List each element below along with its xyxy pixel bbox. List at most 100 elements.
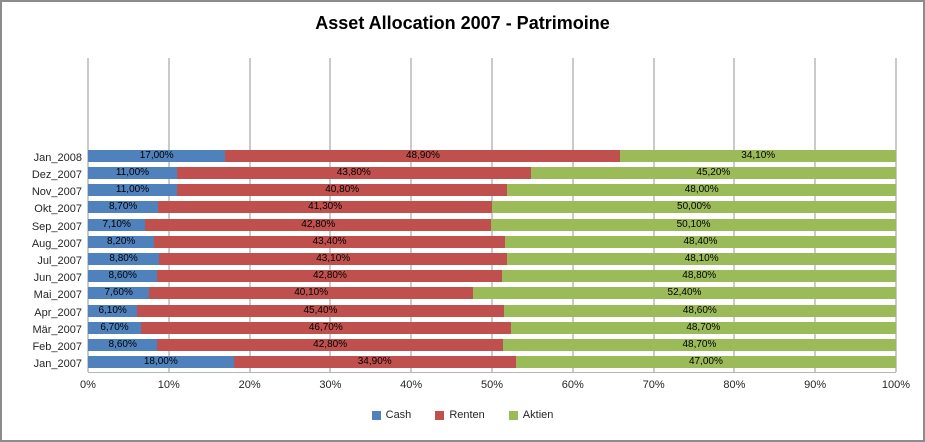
data-label: 11,00% [115,166,150,178]
gridline [814,58,816,372]
bar-segment-cash: 8,80% [88,253,160,266]
legend-label: Cash [385,409,412,421]
bar-segment-cash: 8,60% [88,270,158,283]
data-label: 43,40% [312,235,347,247]
bar-row: 8,20% 43,40% 48,40% [88,233,896,250]
bar-row: 7,10% 42,80% 50,10% [88,216,896,233]
legend-label: Aktien [522,409,554,421]
stacked-bar: 8,60% 42,80% 48,70% [88,339,896,352]
data-label: 34,90% [357,356,392,368]
stacked-bar: 18,00% 34,90% 47,00% [88,356,896,369]
bar-segment-cash: 11,00% [88,184,178,197]
data-label: 41,30% [308,201,343,213]
bar-row: 18,00% 34,90% 47,00% [88,354,896,371]
category-label: Feb_2007 [32,341,82,354]
legend-swatch-cash-icon [371,410,381,420]
legend-item-renten: Renten [435,409,485,421]
bar-segment-aktien: 48,10% [507,253,896,266]
bar-segment-renten: 43,40% [154,235,505,248]
bar-segment-cash: 6,70% [88,321,142,334]
bar-row: 11,00% 40,80% 48,00% [88,181,896,198]
bar-segment-renten: 46,70% [141,321,511,334]
data-label: 48,00% [684,184,719,196]
data-label: 7,60% [104,287,133,299]
legend: Cash Renten Aktien [2,409,923,421]
axis-tick-label: 0% [80,379,96,391]
gridline [249,58,251,372]
data-label: 43,80% [336,166,371,178]
data-label: 8,80% [109,253,138,265]
data-label: 18,00% [143,356,178,368]
bar-segment-renten: 40,80% [177,184,508,197]
category-label: Mai_2007 [33,289,82,302]
category-label: Okt_2007 [34,203,82,216]
data-label: 45,40% [303,304,338,316]
bar-row: 7,60% 40,10% 52,40% [88,285,896,302]
bar-segment-cash: 8,70% [88,201,159,214]
bar-segment-aktien: 52,40% [473,287,896,300]
category-label: Nov_2007 [31,186,82,199]
axis-tick-label: 90% [804,379,827,391]
data-label: 48,10% [684,253,719,265]
data-label: 48,70% [682,339,717,351]
value-axis: 0% 10% 20% 30% 40% 50% 60% 70% 80% 90% 100% [80,379,910,393]
data-label: 17,00% [139,149,174,161]
bar-segment-renten: 42,80% [157,339,503,352]
stacked-bar: 11,00% 40,80% 48,00% [88,184,896,197]
bar-segment-renten: 45,40% [137,304,504,317]
data-label: 40,10% [294,287,329,299]
category-label: Mär_2007 [32,323,82,336]
bar-segment-aktien: 48,60% [503,304,896,317]
category-label: Dez_2007 [31,168,82,181]
stacked-bar: 7,60% 40,10% 52,40% [88,287,896,300]
bar-row: 11,00% 43,80% 45,20% [88,164,896,181]
stacked-bar: 8,20% 43,40% 48,40% [88,235,896,248]
axis-tick-label: 100% [881,379,911,391]
data-label: 43,10% [316,253,351,265]
stacked-bar: 7,10% 42,80% 50,10% [88,218,896,231]
data-label: 48,80% [682,270,717,282]
chart-title: Asset Allocation 2007 - Patrimoine [315,13,610,33]
bar-segment-renten: 48,90% [225,149,621,162]
gridline [733,58,735,372]
category-label: Sep_2007 [31,220,82,233]
data-label: 6,70% [100,321,129,333]
data-label: 45,20% [696,166,731,178]
bar-row: 6,10% 45,40% 48,60% [88,302,896,319]
legend-item-cash: Cash [371,409,412,421]
axis-tick-label: 30% [319,379,342,391]
data-label: 48,70% [686,321,721,333]
bar-segment-cash: 8,20% [88,235,155,248]
gridline [572,58,574,372]
bar-row: 8,60% 42,80% 48,80% [88,268,896,285]
gridline [653,58,655,372]
bar-row: 8,60% 42,80% 48,70% [88,337,896,354]
bar-segment-cash: 8,60% [88,339,158,352]
gridline [168,58,170,372]
data-label: 48,40% [683,235,718,247]
stacked-bar: 17,00% 48,90% 34,10% [88,149,896,162]
bar-row: 6,70% 46,70% 48,70% [88,319,896,336]
stacked-bar: 11,00% 43,80% 45,20% [88,166,896,179]
data-label: 8,20% [106,235,136,247]
bar-segment-aktien: 47,00% [515,356,896,369]
bar-segment-renten: 42,80% [157,270,503,283]
data-label: 52,40% [667,287,702,299]
data-label: 48,90% [405,149,440,161]
stacked-bar: 8,60% 42,80% 48,80% [88,270,896,283]
stacked-bar: 8,70% 41,30% 50,00% [88,201,896,214]
stacked-bar: 8,80% 43,10% 48,10% [88,253,896,266]
bar-segment-cash: 7,10% [88,218,146,231]
bar-segment-aktien: 48,70% [510,321,896,334]
category-label: Jan_2007 [33,358,82,371]
data-label: 42,80% [312,270,347,282]
data-label: 8,60% [108,270,137,282]
plot-area: 17,00% 48,90% 34,10% 11,00% 43,80% 45,20% 11,0… [87,58,897,373]
data-label: 48,60% [682,304,717,316]
bar-segment-aktien: 48,70% [502,339,896,352]
category-label: Jun_2007 [33,272,82,285]
bar-segment-renten: 40,10% [149,287,474,300]
category-label: Jul_2007 [37,255,82,268]
data-label: 50,10% [676,218,711,230]
